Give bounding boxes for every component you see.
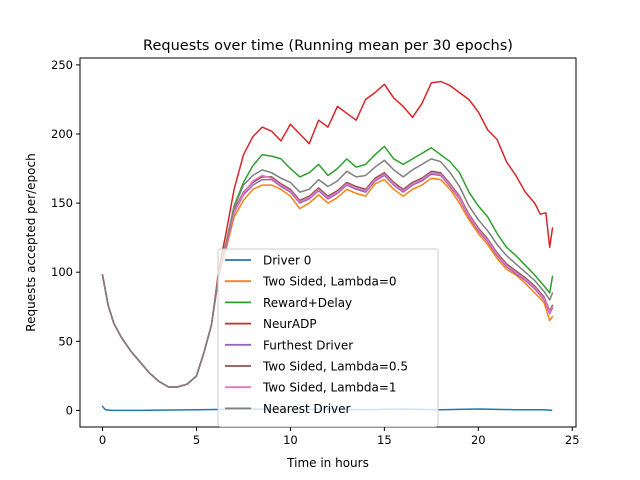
y-tick-label: 100 — [51, 265, 73, 279]
y-axis: 0 50 100 150 200 250 — [51, 58, 80, 417]
x-tick-label: 5 — [193, 433, 200, 447]
legend-label: Two Sided, Lambda=0.5 — [262, 360, 408, 374]
legend-label: Furthest Driver — [263, 338, 353, 352]
y-tick-label: 50 — [58, 334, 73, 348]
legend-label: Two Sided, Lambda=0 — [262, 275, 397, 289]
x-tick-label: 15 — [377, 433, 392, 447]
y-tick-label: 200 — [51, 127, 73, 141]
x-axis: 0 5 10 15 20 25 — [99, 427, 580, 447]
legend-label: Reward+Delay — [263, 296, 352, 310]
x-tick-label: 20 — [471, 433, 486, 447]
plot-area — [101, 80, 554, 412]
legend-label: Two Sided, Lambda=1 — [262, 381, 397, 395]
chart-title: Requests over time (Running mean per 30 … — [143, 38, 513, 54]
x-axis-label: Time in hours — [286, 456, 369, 470]
y-axis-label: Requests accepted per/epoch — [24, 153, 38, 331]
legend-box — [217, 248, 439, 428]
series-line-8 — [101, 158, 554, 388]
y-tick-label: 250 — [51, 58, 73, 72]
y-tick-label: 0 — [66, 403, 73, 417]
legend-label: Driver 0 — [263, 254, 311, 268]
y-tick-label: 150 — [51, 196, 73, 210]
x-tick-label: 10 — [283, 433, 298, 447]
legend: Driver 0 Two Sided, Lambda=0 Reward+Delay N… — [217, 248, 439, 428]
legend-label: NeurADP — [263, 317, 317, 331]
x-tick-label: 0 — [99, 433, 106, 447]
x-tick-label: 25 — [565, 433, 580, 447]
legend-label: Nearest Driver — [263, 402, 351, 416]
